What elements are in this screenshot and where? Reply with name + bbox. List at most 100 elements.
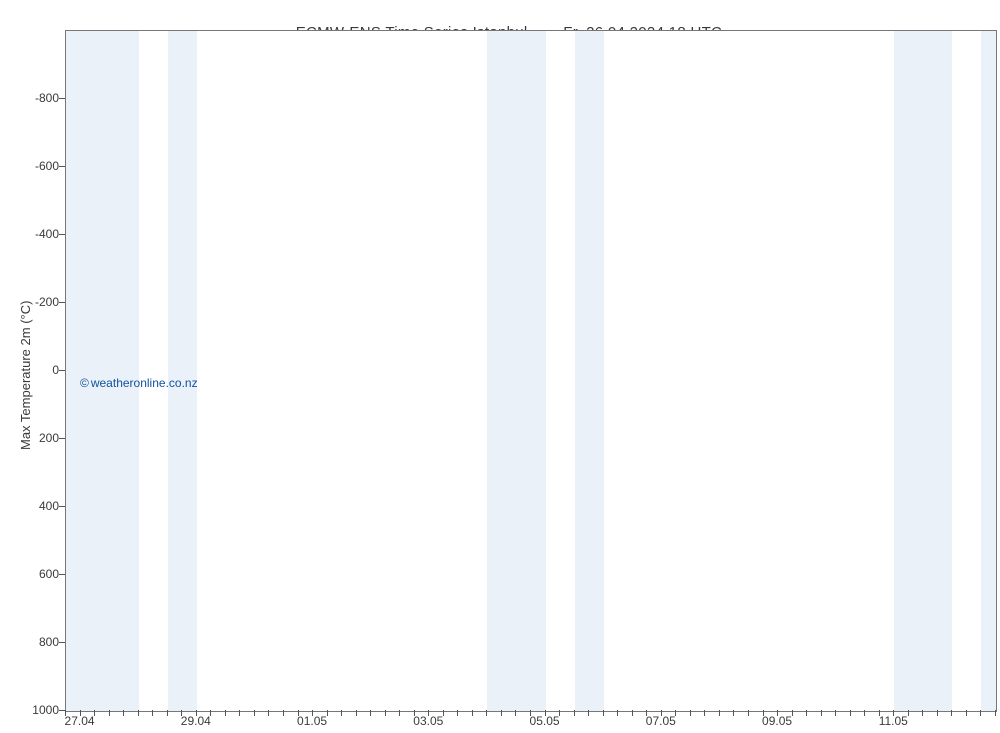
x-tick-mark: [80, 710, 81, 716]
plot-area: [65, 30, 997, 712]
x-tick-mark: [777, 710, 778, 716]
x-tick-mark: [879, 710, 880, 716]
y-tick-label: -400: [19, 227, 59, 241]
x-tick-mark: [821, 710, 822, 716]
x-tick-mark: [123, 710, 124, 716]
weekend-band: [66, 31, 139, 711]
weekend-band: [981, 31, 996, 711]
x-tick-label: 05.05: [530, 714, 560, 728]
x-tick-mark: [457, 710, 458, 716]
x-tick-mark: [588, 710, 589, 716]
x-tick-mark: [181, 710, 182, 716]
x-tick-label: 29.04: [181, 714, 211, 728]
x-tick-label: 01.05: [297, 714, 327, 728]
y-tick-label: 1000: [19, 703, 59, 717]
x-tick-mark: [515, 710, 516, 716]
y-tick-mark: [59, 302, 65, 303]
y-tick-label: -800: [19, 91, 59, 105]
x-tick-label: 09.05: [762, 714, 792, 728]
x-tick-mark: [632, 710, 633, 716]
x-tick-mark: [980, 710, 981, 716]
x-tick-mark: [109, 710, 110, 716]
x-tick-mark: [908, 710, 909, 716]
x-tick-mark: [268, 710, 269, 716]
x-tick-label: 11.05: [879, 714, 908, 728]
x-tick-mark: [690, 710, 691, 716]
x-tick-mark: [835, 710, 836, 716]
x-tick-mark: [951, 710, 952, 716]
x-tick-mark: [995, 710, 996, 716]
x-tick-mark: [312, 710, 313, 716]
x-tick-mark: [65, 710, 66, 716]
x-tick-mark: [341, 710, 342, 716]
x-tick-mark: [385, 710, 386, 716]
x-tick-mark: [94, 710, 95, 716]
y-tick-label: -200: [19, 295, 59, 309]
copyright-icon: ©: [80, 376, 89, 390]
weekend-band: [894, 31, 952, 711]
x-tick-mark: [733, 710, 734, 716]
x-tick-mark: [806, 710, 807, 716]
x-tick-label: 03.05: [413, 714, 443, 728]
x-tick-mark: [603, 710, 604, 716]
x-tick-mark: [428, 710, 429, 716]
y-tick-mark: [59, 574, 65, 575]
x-tick-mark: [196, 710, 197, 716]
x-tick-mark: [792, 710, 793, 716]
x-tick-mark: [283, 710, 284, 716]
weekend-band: [487, 31, 545, 711]
x-tick-mark: [675, 710, 676, 716]
y-tick-label: 800: [19, 635, 59, 649]
x-tick-mark: [501, 710, 502, 716]
y-tick-mark: [59, 98, 65, 99]
x-tick-mark: [763, 710, 764, 716]
x-tick-mark: [152, 710, 153, 716]
x-tick-mark: [138, 710, 139, 716]
x-tick-mark: [356, 710, 357, 716]
x-tick-mark: [966, 710, 967, 716]
y-tick-mark: [59, 234, 65, 235]
y-tick-label: 600: [19, 567, 59, 581]
x-tick-mark: [399, 710, 400, 716]
x-tick-mark: [574, 710, 575, 716]
x-tick-mark: [370, 710, 371, 716]
x-tick-mark: [922, 710, 923, 716]
y-tick-mark: [59, 642, 65, 643]
figure: ECMW-ENS Time Series Istanbul Fr. 26.04.…: [0, 0, 1000, 733]
x-tick-mark: [646, 710, 647, 716]
weekend-band: [168, 31, 197, 711]
x-tick-mark: [704, 710, 705, 716]
x-tick-mark: [661, 710, 662, 716]
x-tick-label: 27.04: [65, 714, 95, 728]
x-tick-mark: [850, 710, 851, 716]
y-tick-mark: [59, 370, 65, 371]
x-tick-mark: [937, 710, 938, 716]
x-tick-mark: [530, 710, 531, 716]
x-tick-label: 07.05: [646, 714, 676, 728]
x-tick-mark: [254, 710, 255, 716]
y-tick-label: -600: [19, 159, 59, 173]
y-tick-mark: [59, 438, 65, 439]
x-tick-mark: [443, 710, 444, 716]
x-tick-mark: [298, 710, 299, 716]
watermark-text: weatheronline.co.nz: [91, 376, 198, 390]
x-tick-mark: [748, 710, 749, 716]
x-tick-mark: [617, 710, 618, 716]
y-tick-mark: [59, 506, 65, 507]
y-tick-label: 400: [19, 499, 59, 513]
y-tick-label: 200: [19, 431, 59, 445]
x-tick-mark: [210, 710, 211, 716]
x-tick-mark: [486, 710, 487, 716]
x-tick-mark: [545, 710, 546, 716]
x-tick-mark: [559, 710, 560, 716]
x-tick-mark: [225, 710, 226, 716]
x-tick-mark: [472, 710, 473, 716]
y-tick-mark: [59, 166, 65, 167]
watermark: © weatheronline.co.nz: [80, 376, 198, 390]
x-tick-mark: [719, 710, 720, 716]
x-tick-mark: [239, 710, 240, 716]
x-tick-mark: [414, 710, 415, 716]
y-tick-label: 0: [19, 363, 59, 377]
x-tick-mark: [864, 710, 865, 716]
x-tick-mark: [893, 710, 894, 716]
